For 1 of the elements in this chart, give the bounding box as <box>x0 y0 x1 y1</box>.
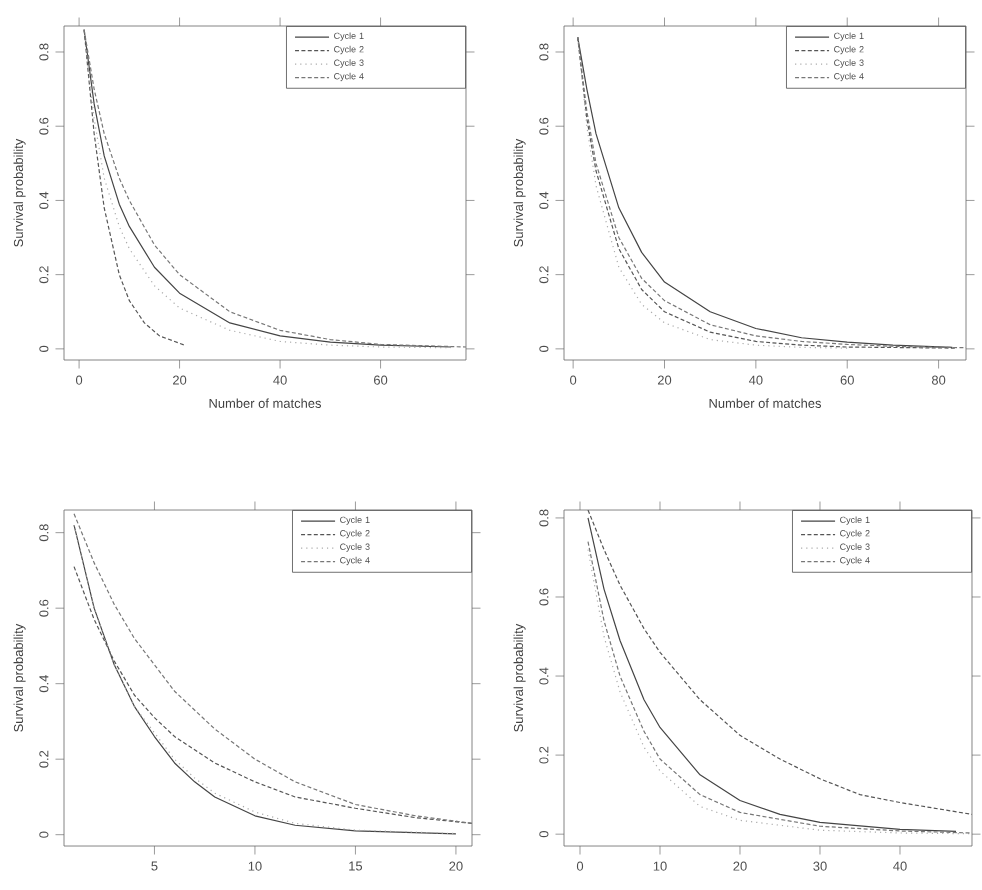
line-series <box>73 566 473 824</box>
